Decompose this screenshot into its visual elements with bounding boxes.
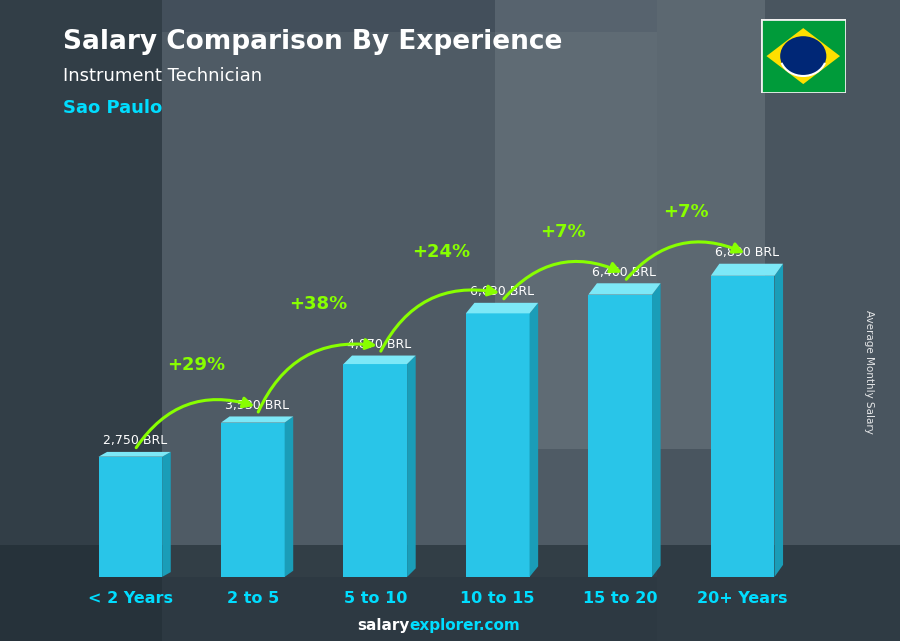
Polygon shape [284,417,293,577]
Text: Average Monthly Salary: Average Monthly Salary [863,310,874,434]
Text: Sao Paulo: Sao Paulo [63,99,162,117]
Bar [657,0,900,641]
Text: 6,460 BRL: 6,460 BRL [592,265,656,279]
Text: Salary Comparison By Experience: Salary Comparison By Experience [63,29,562,55]
Text: 3,530 BRL: 3,530 BRL [225,399,289,412]
Text: +38%: +38% [289,296,347,313]
Polygon shape [711,263,783,276]
Polygon shape [466,303,538,313]
Bar [711,276,775,577]
Polygon shape [162,452,171,577]
Circle shape [780,36,826,76]
Polygon shape [767,28,840,84]
Bar [344,364,407,577]
Text: salary: salary [357,619,410,633]
Text: Instrument Technician: Instrument Technician [63,67,262,85]
Bar [162,32,657,577]
Text: 4,870 BRL: 4,870 BRL [347,338,411,351]
Bar [221,422,284,577]
Bar [0,0,162,641]
Polygon shape [221,417,293,422]
Polygon shape [529,303,538,577]
Bar [589,295,652,577]
Polygon shape [344,356,416,364]
Polygon shape [407,356,416,577]
Text: +7%: +7% [663,203,708,221]
Text: +7%: +7% [540,223,586,241]
Text: +29%: +29% [166,356,225,374]
Polygon shape [652,283,661,577]
Polygon shape [589,283,661,295]
Text: 6,890 BRL: 6,890 BRL [715,246,779,259]
Polygon shape [775,263,783,577]
Bar [495,0,765,449]
Polygon shape [98,452,171,456]
Bar [466,313,529,577]
Text: explorer.com: explorer.com [410,619,520,633]
Text: 2,750 BRL: 2,750 BRL [103,435,166,447]
Text: 6,030 BRL: 6,030 BRL [470,285,534,298]
Bar [0,545,900,641]
Text: +24%: +24% [411,242,470,260]
Bar [98,456,162,577]
